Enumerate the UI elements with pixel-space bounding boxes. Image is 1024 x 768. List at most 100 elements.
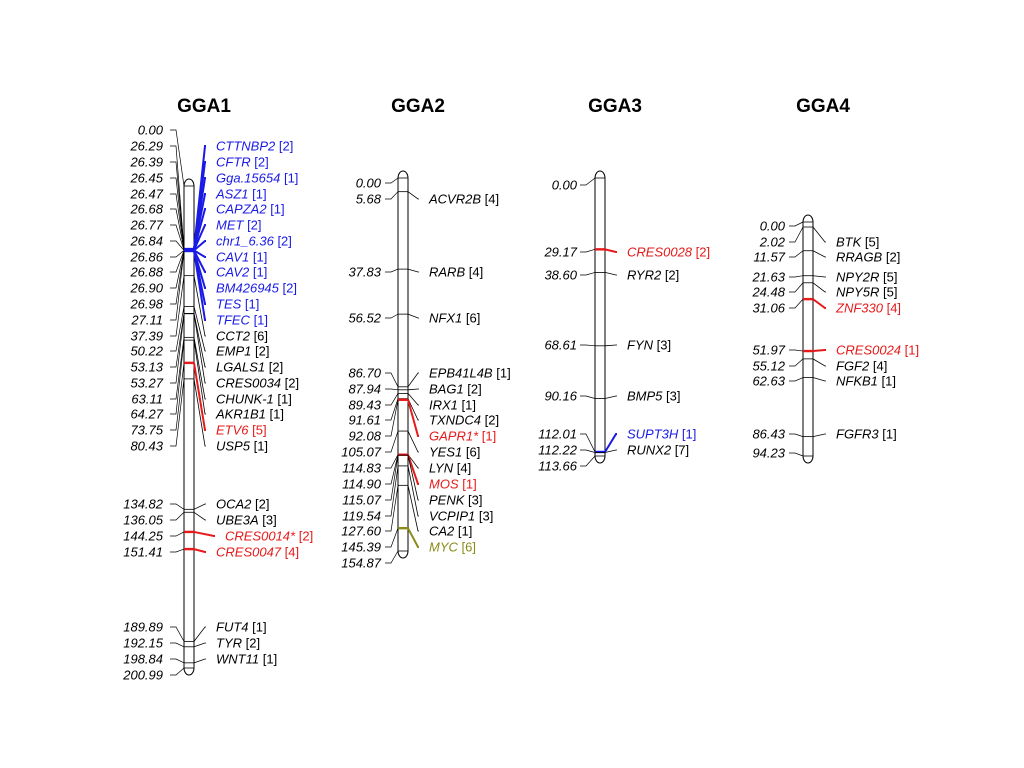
gene-name: TFEC (216, 313, 251, 328)
position-connector (789, 282, 804, 293)
gene-connector (193, 177, 206, 250)
gene-connector (193, 658, 206, 664)
marker-position: 55.12 (752, 359, 785, 374)
gene-count: [1] (241, 297, 259, 312)
gene-connector (812, 377, 826, 382)
gene-name: FYN (627, 338, 654, 353)
gene-label: MOS [1] (429, 477, 477, 492)
gene-label: ETV6 [5] (216, 423, 267, 438)
position-connector (789, 358, 804, 367)
gene-name: CRES0024 (836, 343, 901, 358)
marker-position: 134.82 (123, 497, 164, 512)
gene-count: [1] (250, 313, 268, 328)
gene-label: CRES0034 [2] (216, 376, 299, 391)
position-connector (170, 250, 185, 289)
gene-count: [2] (464, 382, 482, 397)
gene-count: [2] (251, 497, 269, 512)
gene-name: CFTR (216, 155, 251, 170)
position-connector (789, 377, 804, 382)
gene-connector (193, 224, 206, 251)
gene-count: [1] (454, 524, 472, 539)
gene-name: EPB41L4B (429, 366, 493, 381)
marker-position: 62.63 (752, 374, 785, 389)
gene-connector (193, 642, 206, 648)
gene-name: CAPZA2 (216, 202, 267, 217)
marker-position: 26.29 (129, 139, 163, 154)
position-connector (789, 433, 804, 437)
marker-position: 198.84 (123, 652, 163, 667)
gene-connector (407, 465, 419, 517)
gene-label: BM426945 [2] (216, 281, 297, 296)
marker-position: 0.00 (356, 176, 382, 191)
marker-position: 26.77 (129, 218, 163, 233)
position-connector (170, 193, 185, 250)
marker-position: 26.86 (129, 250, 163, 265)
position-connector (170, 250, 185, 305)
marker-position: 136.05 (123, 513, 164, 528)
gene-label: PENK [3] (429, 493, 482, 508)
gene-label: ZNF330 [4] (835, 301, 901, 316)
gene-name: WNT11 (216, 652, 259, 667)
position-connector (170, 503, 185, 510)
chromosome-body (802, 214, 814, 464)
gene-count: [2] (882, 250, 900, 265)
gene-connector (193, 503, 206, 510)
marker-position: 50.22 (130, 344, 163, 359)
gene-name: ACVR2B (428, 192, 481, 207)
gene-connector (812, 349, 826, 353)
gene-count: [4] (883, 301, 901, 316)
position-connector (170, 129, 185, 187)
gene-name: FUT4 (216, 620, 249, 635)
position-connector (170, 306, 185, 352)
position-connector (789, 452, 804, 457)
gene-count: [5] (249, 423, 267, 438)
position-connector (385, 177, 399, 184)
gene-count: [2] (243, 218, 261, 233)
gene-name: BTK (836, 235, 863, 250)
position-connector (170, 177, 185, 250)
gene-connector (193, 362, 206, 431)
marker-position: 90.16 (544, 389, 577, 404)
gene-count: [1] (459, 477, 477, 492)
gene-name: MET (216, 218, 245, 233)
gene-connector (407, 455, 419, 501)
gene-name: USP5 (216, 439, 251, 454)
gene-count: [4] (465, 265, 483, 280)
gene-connector (193, 313, 206, 368)
gene-label: Gga.15654 [1] (216, 171, 298, 186)
position-connector (170, 250, 185, 258)
marker-position: 200.99 (122, 668, 163, 683)
gene-label: OCA2 [2] (216, 497, 269, 512)
gene-label: BAG1 [2] (429, 382, 482, 397)
gene-label: MYC [6] (429, 540, 476, 555)
marker-position: 63.11 (131, 392, 163, 407)
gene-name: BAG1 (429, 382, 464, 397)
position-connector (385, 399, 399, 437)
gene-label: LYN [4] (429, 461, 471, 476)
gene-count: [2] (265, 360, 283, 375)
gene-label: CCT2 [6] (216, 329, 268, 344)
gene-name: YES1 (429, 445, 462, 460)
marker-position: 192.15 (123, 636, 164, 651)
gene-label: TFEC [1] (216, 313, 268, 328)
gene-label: CFTR [2] (216, 155, 269, 170)
gene-connector (812, 250, 826, 258)
marker-position: 11.57 (753, 250, 785, 265)
gene-name: CHUNK-1 (216, 392, 274, 407)
gene-name: CRES0034 (216, 376, 281, 391)
gene-label: MET [2] (216, 218, 262, 233)
gene-count: [1] (458, 398, 476, 413)
gene-connector (812, 275, 826, 278)
position-connector (385, 388, 399, 391)
gene-count: [3] (259, 513, 277, 528)
gene-count: [1] (478, 429, 496, 444)
gene-connector (193, 208, 206, 251)
gene-name: CRES0028 (627, 245, 693, 260)
position-connector (170, 161, 185, 250)
position-connector (385, 191, 399, 200)
gene-count: [5] (879, 270, 897, 285)
gene-connector (193, 548, 206, 553)
position-connector (385, 372, 399, 387)
gene-label: LGALS1 [2] (216, 360, 283, 375)
marker-position: 24.48 (751, 285, 785, 300)
